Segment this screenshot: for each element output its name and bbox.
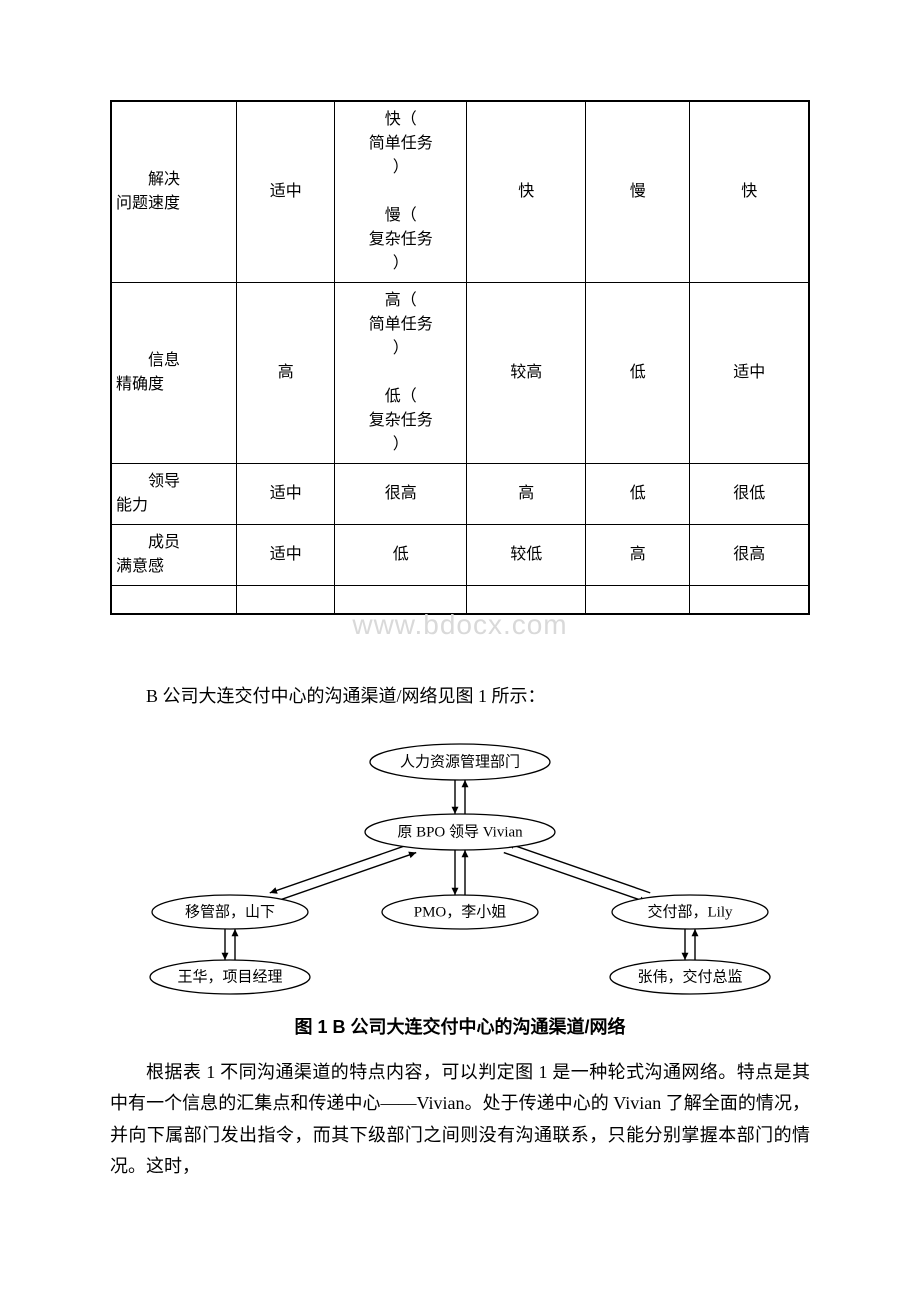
comparison-table: 解决问题速度适中快（简单任务）慢（复杂任务）快慢快信息精确度高高（简单任务）低（… [111, 101, 809, 614]
table-row: 成员满意感适中低较低高很高 [112, 525, 809, 586]
table-cell: 高 [467, 464, 585, 525]
intro-paragraph: B 公司大连交付中心的沟通渠道/网络见图 1 所示： [110, 681, 810, 712]
table-cell: 慢 [585, 102, 690, 283]
flow-node-label: 移管部，山下 [185, 903, 275, 920]
table-row: 领导能力适中很高高低很低 [112, 464, 809, 525]
body-paragraph: 根据表 1 不同沟通渠道的特点内容，可以判定图 1 是一种轮式沟通网络。特点是其… [110, 1057, 810, 1183]
flow-node-label: 原 BPO 领导 Vivian [397, 823, 523, 840]
table-cell: 适中 [237, 525, 335, 586]
flowchart-diagram: 人力资源管理部门原 BPO 领导 Vivian 移管部，山下 PMO，李小姐 交付部，… [110, 732, 810, 1007]
table-cell: 适中 [237, 102, 335, 283]
table-cell: 高 [585, 525, 690, 586]
table-cell: 高（简单任务）低（复杂任务） [335, 283, 467, 464]
flow-node-label: PMO，李小姐 [414, 903, 507, 920]
table-cell: 快（简单任务）慢（复杂任务） [335, 102, 467, 283]
document-page: 解决问题速度适中快（简单任务）慢（复杂任务）快慢快信息精确度高高（简单任务）低（… [0, 0, 920, 1223]
table-cell: 高 [237, 283, 335, 464]
watermark-text: www.bdocx.com [0, 609, 920, 641]
table-rowhead: 领导能力 [112, 464, 237, 525]
table-cell: 较低 [467, 525, 585, 586]
flow-node-label: 人力资源管理部门 [400, 753, 520, 770]
table-cell: 较高 [467, 283, 585, 464]
table-cell: 很高 [690, 525, 809, 586]
table-cell: 很低 [690, 464, 809, 525]
table-cell: 适中 [690, 283, 809, 464]
comparison-table-wrap: 解决问题速度适中快（简单任务）慢（复杂任务）快慢快信息精确度高高（简单任务）低（… [110, 100, 810, 615]
table-cell: 低 [335, 525, 467, 586]
flow-node-label: 王华，项目经理 [177, 968, 282, 985]
table-row: 信息精确度高高（简单任务）低（复杂任务）较高低适中 [112, 283, 809, 464]
flow-node-label: 张伟，交付总监 [637, 967, 742, 985]
table-cell: 低 [585, 464, 690, 525]
table-rowhead: 信息精确度 [112, 283, 237, 464]
table-rowhead: 解决问题速度 [112, 102, 237, 283]
figure-caption: 图 1 B 公司大连交付中心的沟通渠道/网络 [110, 1013, 810, 1039]
table-row: 解决问题速度适中快（简单任务）慢（复杂任务）快慢快 [112, 102, 809, 283]
table-rowhead: 成员满意感 [112, 525, 237, 586]
flow-node-label: 交付部，Lily [648, 902, 733, 920]
table-cell: 适中 [237, 464, 335, 525]
table-cell: 快 [467, 102, 585, 283]
table-cell: 低 [585, 283, 690, 464]
table-cell: 很高 [335, 464, 467, 525]
table-cell: 快 [690, 102, 809, 283]
